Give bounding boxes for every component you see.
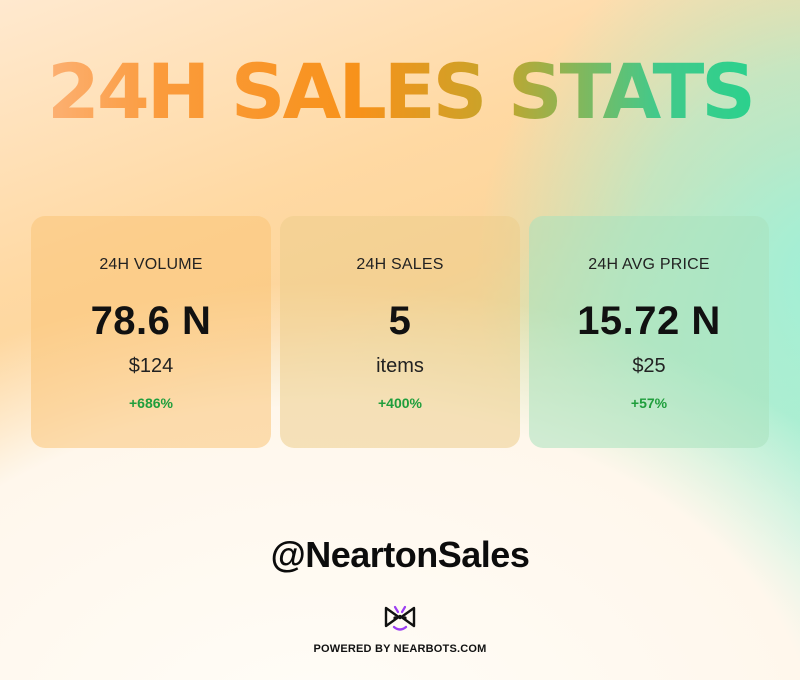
sales-change: +400% <box>378 395 422 411</box>
volume-card: 24H VOLUME 78.6 N $124 +686% <box>31 216 271 448</box>
avg-price-label: 24H AVG PRICE <box>588 256 710 273</box>
sales-value: 5 <box>388 299 412 343</box>
powered-by-text: POWERED BY NEARBOTS.COM <box>313 643 487 655</box>
volume-change: +686% <box>129 395 173 411</box>
avg-price-change: +57% <box>630 395 668 411</box>
volume-label: 24H VOLUME <box>99 256 203 273</box>
page-title: 24H SALES STATS <box>0 42 800 142</box>
avg-price-card: 24H AVG PRICE 15.72 N $25 +57% <box>529 216 769 448</box>
sales-label: 24H SALES <box>356 256 444 273</box>
twitter-handle: @NeartonSales <box>270 534 530 575</box>
volume-usd: $124 <box>128 355 174 377</box>
stats-cards: 24H VOLUME 78.6 N $124 +686% 24H SALES 5… <box>31 216 769 448</box>
volume-value: 78.6 N <box>90 299 212 343</box>
sales-unit: items <box>376 355 424 377</box>
avg-price-value: 15.72 N <box>577 299 721 343</box>
nearbots-logo-icon <box>383 604 417 634</box>
avg-price-usd: $25 <box>632 355 666 377</box>
sales-card: 24H SALES 5 items +400% <box>280 216 520 448</box>
